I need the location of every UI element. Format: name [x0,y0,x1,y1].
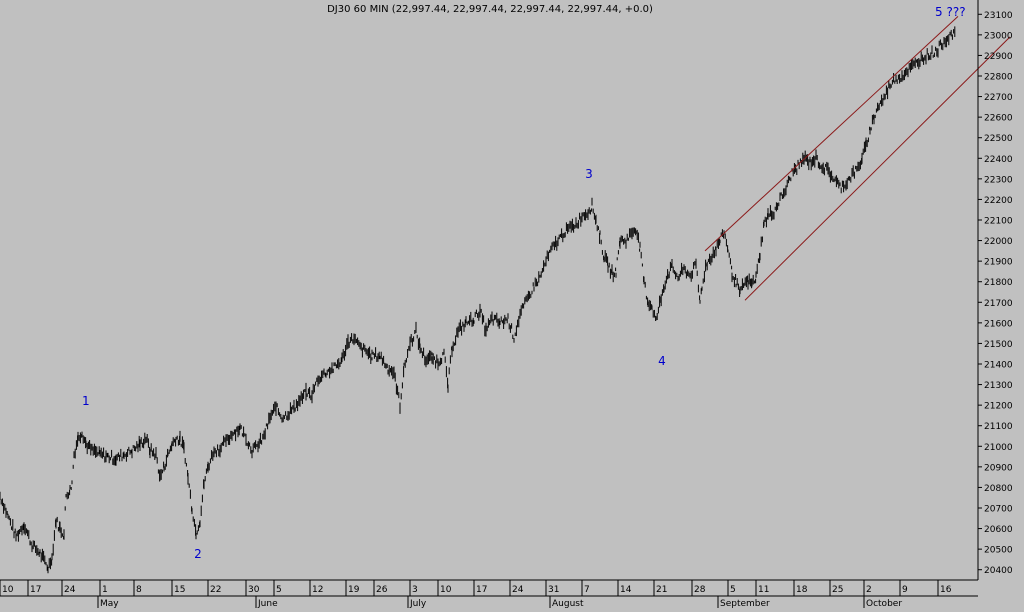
wave-labels: 1 2 3 4 5 ??? [82,5,966,561]
y-axis: 20400 20500 20600 20700 20800 20900 21000 21100… [977,0,1013,580]
y-tick-label: 22700 [984,93,1013,103]
y-tick-label: 22300 [984,175,1013,185]
y-tick-label: 22000 [984,237,1013,247]
y-tick-label: 20500 [984,546,1013,556]
y-tick-label: 21500 [984,340,1013,350]
price-series [0,26,956,574]
x-month-label: May [100,599,119,608]
y-tick-label: 22500 [984,134,1013,144]
x-day-label: 14 [620,585,632,595]
x-day-label: 3 [412,585,418,595]
x-day-label: 10 [2,585,14,595]
x-day-label: 7 [584,585,590,595]
y-tick-label: 21700 [984,299,1013,309]
wave-label: 5 ??? [935,5,966,19]
x-day-label: 21 [656,585,667,595]
y-tick-label: 23000 [984,31,1013,41]
x-day-label: 12 [312,585,323,595]
y-tick-label: 20600 [984,525,1013,535]
wave-label: 2 [194,547,202,561]
y-tick-label: 22100 [984,217,1013,227]
trendline-upper [704,15,959,252]
x-day-label: 11 [758,585,769,595]
x-month-label: October [866,599,902,608]
x-month-label: August [552,599,584,608]
chart-title: DJ30 60 MIN (22,997.44, 22,997.44, 22,99… [327,4,653,15]
x-day-label: 30 [248,585,260,595]
x-axis: 10 17 24 1 8 15 22 30 5 12 19 26 3 10 17 24 31 7 14 21 28 5 11… [0,579,978,609]
x-day-label: 26 [376,585,388,595]
trend-channel [704,15,1011,301]
x-day-label: 24 [512,585,524,595]
y-tick-label: 20900 [984,463,1013,473]
y-tick-label: 22800 [984,73,1013,83]
y-tick-label: 22400 [984,155,1013,165]
x-day-label: 19 [348,585,360,595]
y-tick-label: 23100 [984,11,1013,21]
y-tick-label: 21300 [984,381,1013,391]
y-tick-label: 21600 [984,319,1013,329]
x-month-label: September [720,599,770,608]
trendline-lower [744,36,1011,301]
y-tick-label: 20700 [984,505,1013,515]
x-day-label: 17 [476,585,487,595]
wave-label: 3 [585,167,593,181]
y-tick-label: 21000 [984,443,1013,453]
wave-label: 4 [658,354,666,368]
x-day-label: 15 [174,585,185,595]
x-month-label: July [409,599,427,608]
x-day-label: 2 [866,585,872,595]
y-tick-label: 20800 [984,484,1013,494]
x-day-label: 17 [30,585,41,595]
y-tick-label: 21100 [984,422,1013,432]
y-tick-label: 20400 [984,566,1013,576]
x-day-label: 16 [940,585,952,595]
x-day-label: 18 [796,585,808,595]
wave-label: 1 [82,394,90,408]
y-tick-label: 21400 [984,361,1013,371]
x-month-label: June [257,599,278,608]
y-tick-label: 21200 [984,402,1013,412]
x-day-label: 5 [276,585,282,595]
x-day-label: 5 [730,585,736,595]
x-day-label: 24 [64,585,76,595]
x-day-label: 22 [210,585,221,595]
x-day-label: 1 [102,585,108,595]
y-tick-label: 21800 [984,278,1013,288]
x-day-label: 9 [902,585,908,595]
y-tick-label: 21900 [984,258,1013,268]
y-tick-label: 22900 [984,52,1013,62]
x-day-label: 8 [136,585,142,595]
y-tick-label: 22600 [984,114,1013,124]
x-day-label: 31 [548,585,559,595]
x-day-label: 25 [832,585,843,595]
x-day-label: 28 [694,585,706,595]
x-day-label: 10 [440,585,452,595]
y-tick-label: 22200 [984,196,1013,206]
